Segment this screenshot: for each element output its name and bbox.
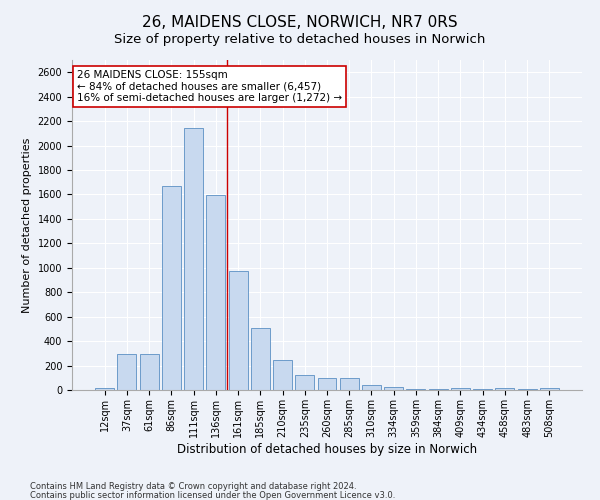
Bar — [362, 384, 381, 390]
Bar — [295, 376, 314, 390]
Bar — [229, 272, 248, 390]
Bar — [540, 388, 559, 390]
Text: 26, MAIDENS CLOSE, NORWICH, NR7 0RS: 26, MAIDENS CLOSE, NORWICH, NR7 0RS — [142, 15, 458, 30]
Y-axis label: Number of detached properties: Number of detached properties — [22, 138, 32, 312]
Bar — [451, 388, 470, 390]
Bar — [251, 328, 270, 390]
Bar — [184, 128, 203, 390]
Bar — [273, 360, 292, 390]
Text: Contains public sector information licensed under the Open Government Licence v3: Contains public sector information licen… — [30, 490, 395, 500]
Bar — [118, 354, 136, 390]
Text: Contains HM Land Registry data © Crown copyright and database right 2024.: Contains HM Land Registry data © Crown c… — [30, 482, 356, 491]
Bar — [496, 388, 514, 390]
Bar — [340, 378, 359, 390]
Bar — [162, 186, 181, 390]
Bar — [140, 354, 158, 390]
Bar — [95, 388, 114, 390]
Bar — [206, 195, 225, 390]
Bar — [384, 386, 403, 390]
Bar — [317, 378, 337, 390]
Bar — [406, 389, 425, 390]
X-axis label: Distribution of detached houses by size in Norwich: Distribution of detached houses by size … — [177, 442, 477, 456]
Text: Size of property relative to detached houses in Norwich: Size of property relative to detached ho… — [115, 32, 485, 46]
Text: 26 MAIDENS CLOSE: 155sqm
← 84% of detached houses are smaller (6,457)
16% of sem: 26 MAIDENS CLOSE: 155sqm ← 84% of detach… — [77, 70, 342, 103]
